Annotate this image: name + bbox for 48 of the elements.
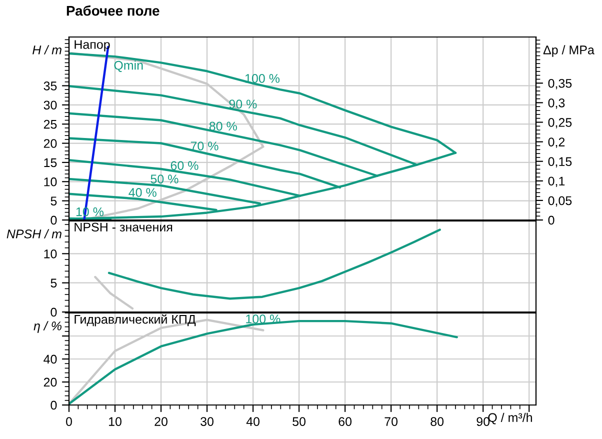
x-axis-title: Q / m³/h <box>488 412 532 424</box>
y-tick-label: 0 <box>50 216 57 225</box>
annotation: Гидравлический КПД <box>74 314 196 326</box>
x-tick-label: 90 <box>476 417 490 426</box>
annotation: Qmin <box>114 60 143 72</box>
y-tick-label: 15 <box>44 158 57 168</box>
y-tick-label: 30 <box>44 100 57 110</box>
y-tick-label: 0 <box>50 308 57 317</box>
series-label: 80 % <box>209 122 237 131</box>
y-axis-title: η / % <box>34 321 62 333</box>
y2-tick-label: 0,15 <box>548 157 572 168</box>
y-tick-label: 20 <box>44 378 57 387</box>
x-tick-label: 40 <box>246 417 260 426</box>
x-tick-label: 80 <box>430 417 444 426</box>
y2-tick-label: 0,1 <box>548 176 565 188</box>
x-tick-label: 0 <box>66 417 72 426</box>
annotation: NPSH - значения <box>74 222 172 232</box>
y2-tick-label: 0,25 <box>548 118 572 128</box>
y-tick-label: 10 <box>44 177 57 186</box>
y2-tick-label: 0,05 <box>548 196 572 207</box>
y-tick-label: 25 <box>44 120 57 129</box>
y2-tick-label: 0,2 <box>548 138 565 148</box>
annotation: Напор <box>74 40 110 52</box>
y-axis-title: NPSH / m <box>6 229 62 238</box>
series-label: 70 % <box>190 142 218 150</box>
x-tick-label: 50 <box>292 417 306 426</box>
x-tick-label: 20 <box>154 417 168 426</box>
y2-tick-label: 0,3 <box>548 98 565 109</box>
y2-axis-title: Δp / MPa <box>543 45 594 57</box>
x-tick-label: 70 <box>384 417 398 426</box>
y-tick-label: 5 <box>50 196 57 206</box>
y-tick-label: 20 <box>44 139 57 148</box>
series-label: 60 % <box>170 161 198 170</box>
x-tick-label: 60 <box>338 417 352 426</box>
y-tick-label: 40 <box>44 354 57 364</box>
chart-title: Рабочее поле <box>66 5 160 16</box>
x-tick-label: 10 <box>109 417 122 426</box>
y2-tick-label: 0 <box>548 216 554 225</box>
x-tick-label: 30 <box>200 417 214 426</box>
y-axis-title: H / m <box>32 45 62 54</box>
series-label: 50 % <box>150 174 178 184</box>
series-label: 40 % <box>128 188 156 197</box>
y-tick-label: 5 <box>50 278 57 288</box>
series-label: 90 % <box>229 100 257 108</box>
y-tick-label: 35 <box>44 82 57 90</box>
y-tick-label: 0 <box>50 400 57 410</box>
y2-tick-label: 0,35 <box>548 78 572 90</box>
y-tick-label: 10 <box>44 249 57 258</box>
